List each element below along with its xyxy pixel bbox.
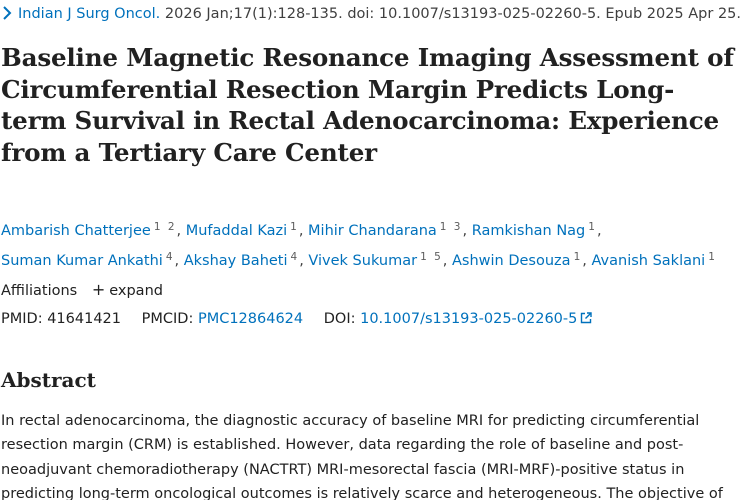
pmcid-label: PMCID: <box>141 311 194 327</box>
author-affiliation-numbers[interactable]: 1 <box>708 251 717 263</box>
author-link[interactable]: Akshay Baheti <box>183 253 288 269</box>
title-line: Circumferential Resection Margin Predict… <box>1 74 675 104</box>
plus-icon: + <box>91 280 106 299</box>
journal-link[interactable]: Indian J Surg Oncol. <box>18 6 161 22</box>
expand-label: expand <box>109 283 163 299</box>
abstract-text: In rectal adenocarcinoma, the diagnostic… <box>1 409 723 500</box>
article-title: Baseline Magnetic Resonance Imaging Asse… <box>1 42 750 168</box>
external-link-icon[interactable] <box>580 312 593 324</box>
author-link[interactable]: Ambarish Chatterjee <box>1 223 151 239</box>
author-link[interactable]: Suman Kumar Ankathi <box>1 253 163 269</box>
doi-label: DOI: <box>323 311 356 327</box>
author-link[interactable]: Avanish Saklani <box>591 253 706 269</box>
author-affiliation-numbers[interactable]: 1 <box>290 221 299 233</box>
pmid-value: 41641421 <box>47 311 122 327</box>
abstract-heading: Abstract <box>1 368 96 392</box>
author-line: Suman Kumar Ankathi 4, Akshay Baheti 4, Vi… <box>1 251 717 269</box>
chevron-right-icon[interactable] <box>2 6 12 20</box>
abstract-line: In rectal adenocarcinoma, the diagnostic… <box>1 413 700 429</box>
affiliations-label: Affiliations <box>1 283 78 299</box>
author-affiliation-numbers[interactable]: 1 <box>573 251 583 263</box>
author-affiliation-numbers[interactable]: 4 <box>290 251 300 263</box>
author-affiliation-numbers[interactable]: 4 <box>165 251 175 263</box>
author-link[interactable]: Mihir Chandarana <box>308 223 437 239</box>
abstract-line: neoadjuvant chemoradiotherapy (NACTRT) M… <box>1 461 685 478</box>
pmid-label: PMID: <box>1 311 43 327</box>
author-link[interactable]: Ashwin Desouza <box>452 253 571 269</box>
citation-details: 2026 Jan;17(1):128-135. doi: 10.1007/s13… <box>164 6 742 22</box>
author-affiliation-numbers[interactable]: 1 5 <box>420 251 443 263</box>
author-link[interactable]: Vivek Sukumar <box>308 253 418 269</box>
expand-affiliations-button[interactable]: + expand <box>92 280 163 299</box>
title-line: Baseline Magnetic Resonance Imaging Asse… <box>1 43 734 72</box>
identifiers-row: PMID: 41641421 PMCID: PMC12864624 DOI: 1… <box>1 308 593 330</box>
author-link[interactable]: Mufaddal Kazi <box>185 223 288 239</box>
author-affiliation-numbers[interactable]: 1 2 <box>153 221 177 233</box>
citation-line: Indian J Surg Oncol. 2026 Jan;17(1):128-… <box>2 4 750 24</box>
affiliations-row: Affiliations + expand <box>1 279 163 302</box>
author-link[interactable]: Ramkishan Nag <box>471 223 586 239</box>
author-affiliation-numbers[interactable]: 1 <box>588 221 597 233</box>
abstract-line: predicting long-term oncological outcome… <box>1 485 723 500</box>
pmcid-link[interactable]: PMC12864624 <box>197 311 304 327</box>
title-line: from a Tertiary Care Center <box>1 137 377 167</box>
title-line: term Survival in Rectal Adenocarcinoma: … <box>1 106 719 135</box>
author-affiliation-numbers[interactable]: 1 3 <box>439 221 463 233</box>
author-list: Ambarish Chatterjee 1 2, Mufaddal Kazi 1, … <box>1 214 749 274</box>
abstract-line: resection margin (CRM) is established. H… <box>1 437 684 454</box>
author-line: Ambarish Chatterjee 1 2, Mufaddal Kazi 1, … <box>1 221 602 239</box>
doi-link[interactable]: 10.1007/s13193-025-02260-5 <box>360 311 578 327</box>
